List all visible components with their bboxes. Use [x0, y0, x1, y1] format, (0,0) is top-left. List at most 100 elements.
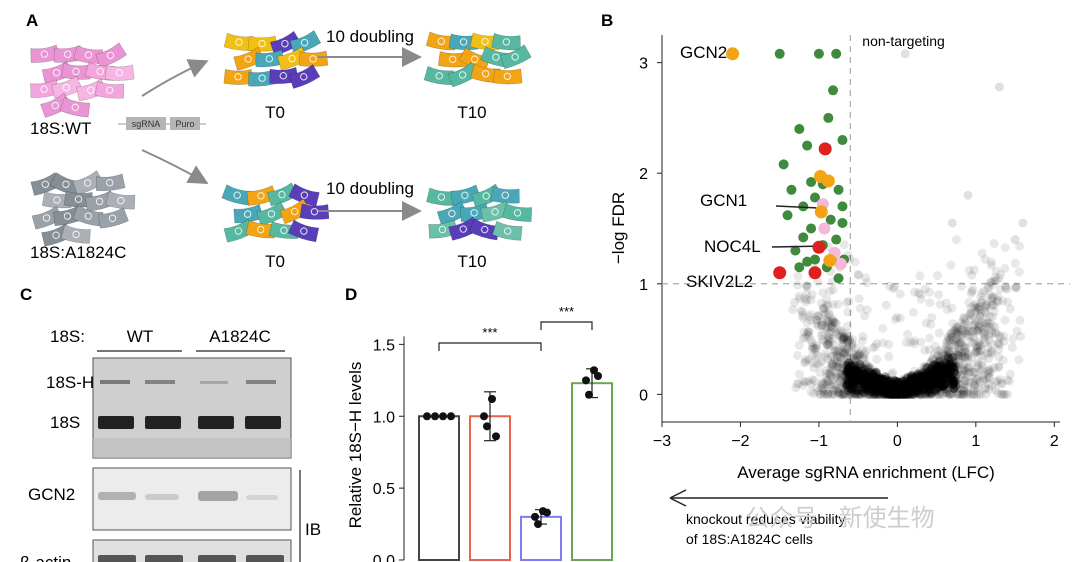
- background-point: [874, 374, 884, 384]
- background-point: [863, 380, 873, 390]
- background-point: [864, 377, 874, 387]
- background-point: [795, 294, 805, 304]
- background-point: [862, 382, 872, 392]
- background-point: [850, 365, 860, 375]
- background-point: [866, 378, 876, 388]
- background-point: [991, 377, 1001, 387]
- background-point: [939, 389, 949, 399]
- background-point: [870, 367, 880, 377]
- background-point: [886, 388, 896, 398]
- background-point: [948, 377, 958, 387]
- significance-bracket: [438, 342, 542, 351]
- background-point: [909, 376, 919, 386]
- background-point: [856, 366, 866, 376]
- background-point: [866, 373, 876, 383]
- background-point: [945, 358, 955, 368]
- background-point: [962, 389, 972, 399]
- background-point: [997, 389, 1007, 399]
- background-point: [845, 367, 855, 377]
- background-point: [885, 387, 895, 397]
- background-point: [860, 371, 870, 381]
- background-point: [926, 319, 936, 329]
- background-point: [954, 389, 964, 399]
- background-point: [973, 360, 983, 370]
- background-point: [950, 361, 960, 371]
- background-point: [881, 388, 891, 398]
- background-point: [831, 327, 841, 337]
- background-point: [985, 289, 995, 299]
- background-point: [884, 281, 894, 291]
- background-point: [890, 386, 900, 396]
- background-point: [863, 386, 873, 396]
- background-point: [922, 370, 932, 380]
- cell-t0: [288, 63, 321, 89]
- background-point: [877, 376, 887, 386]
- background-point: [951, 358, 961, 368]
- background-point: [909, 383, 919, 393]
- background-point: [844, 381, 854, 391]
- cell-t10-mut: [492, 220, 523, 241]
- background-point: [956, 318, 966, 328]
- background-point: [883, 384, 893, 394]
- background-point: [868, 372, 878, 382]
- background-point: [830, 345, 840, 355]
- background-point: [948, 357, 958, 367]
- background-point: [945, 368, 955, 378]
- background-point: [933, 379, 943, 389]
- background-point: [892, 389, 902, 399]
- background-point: [922, 381, 932, 391]
- background-point: [864, 384, 874, 394]
- background-point: [851, 389, 861, 399]
- background-point: [875, 389, 885, 399]
- background-point: [938, 370, 948, 380]
- background-point: [870, 389, 880, 399]
- background-point: [824, 333, 834, 343]
- background-point: [802, 289, 812, 299]
- background-point: [833, 299, 843, 309]
- background-point: [808, 358, 818, 368]
- background-point: [865, 389, 875, 399]
- background-point: [920, 369, 930, 379]
- background-point: [861, 359, 871, 369]
- background-point: [963, 326, 973, 336]
- background-point: [871, 389, 881, 399]
- background-point: [925, 384, 935, 394]
- background-point: [823, 340, 833, 350]
- background-point: [860, 376, 870, 386]
- background-point: [943, 385, 953, 395]
- background-point: [942, 359, 952, 369]
- background-point: [852, 360, 862, 370]
- background-point: [980, 327, 990, 337]
- background-point: [879, 389, 889, 399]
- background-point: [940, 379, 950, 389]
- background-point: [842, 329, 852, 339]
- background-point: [907, 389, 917, 399]
- background-point: [850, 355, 860, 365]
- background-point: [840, 360, 850, 370]
- background-point: [944, 336, 954, 346]
- background-point: [858, 354, 868, 364]
- significance-bracket: [540, 321, 593, 330]
- background-point: [849, 384, 859, 394]
- background-point: [878, 384, 888, 394]
- background-point: [989, 238, 999, 248]
- background-point: [852, 351, 862, 361]
- background-point: [828, 317, 838, 327]
- background-point: [860, 368, 870, 378]
- background-point: [920, 370, 930, 380]
- background-point: [989, 276, 999, 286]
- background-point: [832, 373, 842, 383]
- background-point: [979, 374, 989, 384]
- background-point: [872, 354, 882, 364]
- background-point: [929, 385, 939, 395]
- background-point: [952, 323, 962, 333]
- background-point: [938, 373, 948, 383]
- background-point: [867, 378, 877, 388]
- background-point: [923, 389, 933, 399]
- background-point: [927, 363, 937, 373]
- background-point: [844, 368, 854, 378]
- background-point: [846, 388, 856, 398]
- background-point: [816, 331, 826, 341]
- background-point: [901, 386, 911, 396]
- background-point: [959, 320, 969, 330]
